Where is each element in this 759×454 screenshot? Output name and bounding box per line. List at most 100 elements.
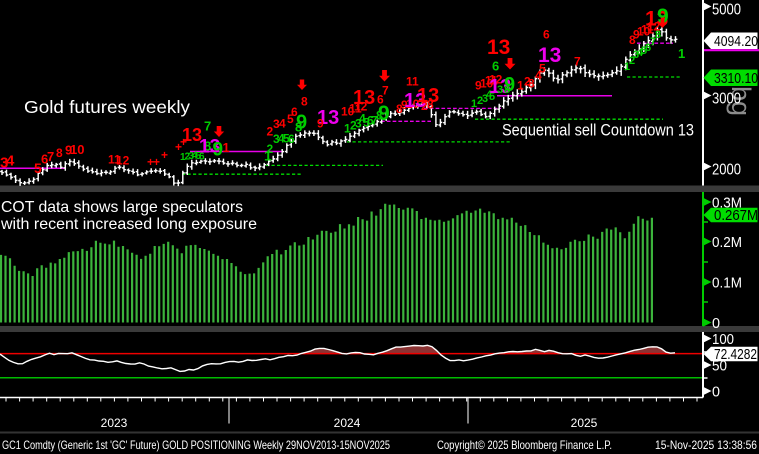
svg-text:8: 8 [204, 139, 211, 154]
svg-text:8: 8 [528, 76, 535, 90]
svg-text:7: 7 [382, 83, 389, 97]
svg-text:13: 13 [489, 76, 511, 98]
svg-text:2: 2 [267, 124, 274, 138]
svg-text:9: 9 [317, 116, 324, 130]
svg-text:+: + [180, 135, 187, 149]
svg-text:2: 2 [350, 118, 357, 132]
svg-text:9: 9 [504, 74, 515, 96]
svg-text:7: 7 [650, 36, 656, 48]
svg-text:+: + [161, 148, 168, 162]
svg-text:11: 11 [485, 73, 498, 87]
svg-text:3: 3 [482, 93, 488, 105]
svg-text:6: 6 [645, 42, 651, 54]
svg-text:0: 0 [712, 316, 720, 332]
svg-text:100: 100 [712, 332, 734, 348]
svg-text:9: 9 [213, 139, 224, 160]
svg-text:Sequential sell Countdown 13: Sequential sell Countdown 13 [502, 122, 694, 140]
svg-text:12: 12 [354, 99, 368, 113]
svg-text:9: 9 [633, 27, 640, 41]
svg-text:5: 5 [287, 112, 294, 126]
svg-text:1: 1 [223, 140, 230, 155]
svg-text:0.2M: 0.2M [712, 235, 742, 251]
svg-text:5000: 5000 [712, 1, 741, 18]
svg-text:4: 4 [278, 131, 285, 145]
svg-text:5: 5 [489, 91, 495, 103]
svg-text:6: 6 [291, 105, 298, 119]
svg-text:4: 4 [279, 116, 286, 130]
svg-text:Gold futures weekly: Gold futures weekly [24, 97, 190, 117]
svg-text:13: 13 [182, 125, 202, 145]
svg-text:8: 8 [376, 108, 383, 122]
svg-text:13: 13 [353, 87, 375, 109]
svg-text:5: 5 [641, 45, 647, 57]
svg-text:+: + [153, 155, 160, 169]
svg-text:12: 12 [647, 19, 661, 33]
svg-text:5: 5 [196, 151, 202, 162]
svg-text:10: 10 [341, 104, 355, 118]
svg-text:0.267M: 0.267M [714, 208, 758, 224]
svg-text:2000: 2000 [712, 161, 741, 178]
svg-text:8: 8 [396, 102, 403, 116]
svg-text:50: 50 [712, 359, 727, 375]
svg-text:3310.10: 3310.10 [714, 71, 758, 87]
svg-text:3: 3 [633, 49, 639, 61]
svg-text:6: 6 [543, 27, 550, 41]
svg-text:9: 9 [296, 112, 307, 134]
svg-text:Copyright© 2025 Bloomberg Fina: Copyright© 2025 Bloomberg Finance L.P. [437, 438, 612, 452]
svg-text:11: 11 [406, 74, 419, 88]
svg-text:11: 11 [108, 152, 121, 166]
svg-text:2023: 2023 [101, 416, 128, 430]
svg-text:2: 2 [524, 74, 531, 88]
svg-text:4: 4 [6, 152, 15, 169]
svg-text:4: 4 [535, 68, 542, 82]
svg-text:7: 7 [574, 54, 581, 68]
svg-text:9: 9 [657, 5, 669, 28]
svg-text:6: 6 [199, 152, 205, 163]
svg-text:6: 6 [41, 152, 48, 167]
svg-text:8: 8 [655, 29, 661, 41]
svg-text:3: 3 [497, 84, 503, 96]
svg-text:7: 7 [371, 113, 378, 127]
svg-text:4: 4 [486, 89, 493, 101]
svg-text:15-Nov-2025 13:38:56: 15-Nov-2025 13:38:56 [655, 438, 757, 452]
svg-text:0.3M: 0.3M [712, 196, 742, 212]
svg-text:9: 9 [65, 143, 72, 158]
svg-text:1: 1 [344, 121, 351, 135]
svg-text:13: 13 [538, 44, 561, 67]
svg-text:13: 13 [317, 107, 339, 129]
svg-text:6: 6 [288, 132, 295, 146]
svg-text:7: 7 [47, 149, 54, 164]
svg-text:5: 5 [283, 131, 290, 145]
svg-text:1: 1 [624, 61, 630, 73]
svg-text:9: 9 [401, 98, 408, 112]
svg-text:10: 10 [70, 142, 84, 157]
svg-text:0: 0 [712, 385, 720, 401]
svg-text:7: 7 [204, 119, 211, 134]
svg-text:bg: bg [726, 86, 756, 116]
svg-text:12: 12 [116, 153, 130, 167]
svg-text:2: 2 [629, 55, 635, 67]
svg-text:6: 6 [492, 59, 499, 74]
svg-text:72.4282: 72.4282 [714, 347, 757, 363]
svg-text:5: 5 [539, 61, 546, 75]
svg-text:13: 13 [417, 85, 439, 107]
svg-text:3: 3 [273, 132, 280, 146]
svg-text:8: 8 [504, 84, 510, 96]
svg-text:+: + [147, 155, 154, 169]
svg-text:8: 8 [427, 97, 434, 111]
svg-text:10: 10 [406, 97, 420, 111]
svg-text:3: 3 [273, 117, 280, 131]
svg-text:2024: 2024 [334, 416, 361, 430]
svg-text:13: 13 [199, 136, 220, 157]
svg-text:3000: 3000 [712, 90, 741, 107]
svg-text:1: 1 [517, 78, 524, 92]
svg-text:3: 3 [0, 154, 8, 171]
svg-text:6: 6 [367, 113, 374, 127]
svg-text:GC1 Comdty (Generic 1st 'GC' F: GC1 Comdty (Generic 1st 'GC' Future) GOL… [2, 438, 390, 452]
svg-text:8: 8 [629, 33, 636, 47]
svg-text:8: 8 [295, 120, 302, 135]
svg-text:4094.20: 4094.20 [714, 34, 758, 50]
svg-text:4: 4 [359, 111, 366, 125]
svg-text:6: 6 [377, 92, 384, 106]
svg-text:+: + [175, 140, 182, 154]
